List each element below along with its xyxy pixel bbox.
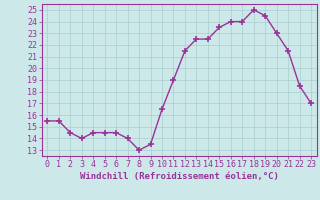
X-axis label: Windchill (Refroidissement éolien,°C): Windchill (Refroidissement éolien,°C) <box>80 172 279 181</box>
